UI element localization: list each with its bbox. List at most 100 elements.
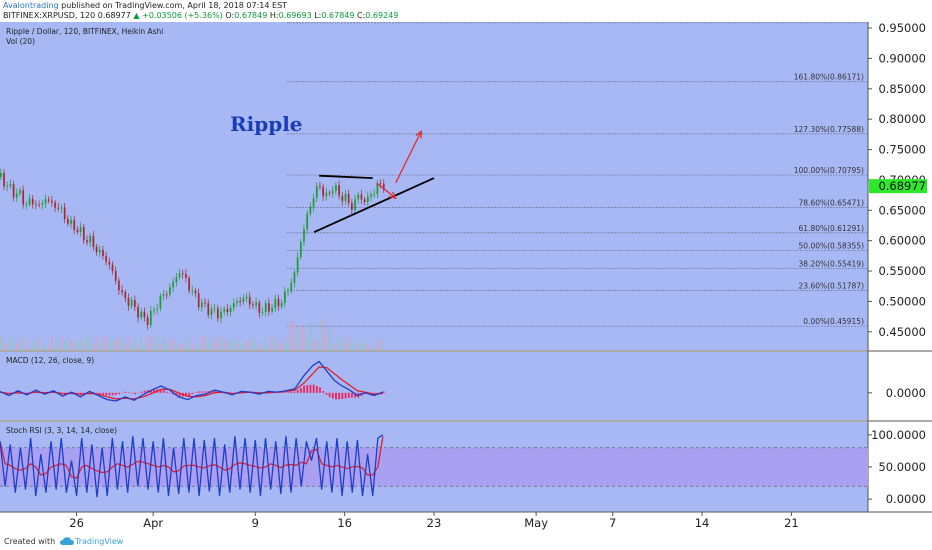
candle-body bbox=[82, 227, 85, 241]
candle-body bbox=[194, 290, 197, 294]
volume-bar bbox=[299, 324, 302, 350]
candle-body bbox=[210, 308, 213, 315]
volume-bar bbox=[204, 335, 206, 350]
candle-body bbox=[25, 204, 28, 206]
arrow-down-head bbox=[388, 191, 397, 200]
macd-tick-label: 0.0000 bbox=[886, 386, 926, 400]
macd-legend: MACD (12, 26, close, 9) bbox=[6, 356, 94, 365]
resistance-trendline[interactable] bbox=[319, 174, 373, 180]
volume-bar bbox=[277, 344, 279, 350]
candle-body bbox=[114, 271, 117, 281]
volume-bar bbox=[191, 340, 193, 350]
candle-body bbox=[229, 307, 232, 313]
low-label: L: bbox=[311, 11, 322, 20]
high-label: H: bbox=[267, 11, 279, 20]
volume-bar bbox=[271, 335, 273, 350]
volume-bar bbox=[89, 335, 91, 350]
histogram-bar bbox=[303, 385, 305, 393]
volume-bar bbox=[331, 343, 334, 350]
arrow-down[interactable] bbox=[376, 182, 397, 200]
volume-bar bbox=[347, 336, 350, 350]
volume-bar bbox=[47, 345, 50, 350]
candle-body bbox=[338, 185, 340, 196]
candle-body bbox=[111, 264, 114, 272]
histogram-bar bbox=[325, 392, 328, 395]
candle-body bbox=[73, 219, 76, 230]
histogram-bar bbox=[146, 390, 149, 393]
candle-body bbox=[121, 290, 123, 293]
histogram-bar bbox=[207, 391, 210, 393]
volume-bar bbox=[379, 339, 382, 350]
histogram-bar bbox=[280, 392, 283, 394]
close-label: C: bbox=[354, 11, 366, 20]
volume-bar bbox=[197, 343, 200, 350]
candle-body bbox=[258, 302, 261, 313]
created-with-label: Created with bbox=[4, 537, 56, 546]
current-price-tag bbox=[869, 179, 927, 194]
volume-bar bbox=[239, 340, 241, 350]
volume-bar bbox=[19, 341, 21, 350]
fib-level-label: 50.00%(0.58355) bbox=[799, 242, 865, 251]
volume-bar bbox=[344, 340, 346, 350]
candle-body bbox=[19, 190, 21, 194]
current-price-label: 0.68977 bbox=[878, 179, 926, 193]
candle-body bbox=[95, 246, 98, 253]
candle-body bbox=[54, 202, 56, 208]
histogram-bar bbox=[284, 392, 286, 393]
histogram-bar bbox=[290, 391, 293, 393]
volume-bar bbox=[360, 343, 362, 350]
histogram-bar bbox=[299, 387, 302, 393]
histogram-bar bbox=[162, 390, 165, 393]
volume-bar bbox=[25, 339, 27, 350]
volume-bar bbox=[312, 340, 315, 350]
histogram-bar bbox=[175, 392, 178, 396]
histogram-bar bbox=[331, 392, 334, 399]
volume-bar bbox=[172, 338, 174, 350]
histogram-bar bbox=[373, 392, 376, 395]
price-tick-label: 0.45000 bbox=[878, 325, 926, 339]
candle-body bbox=[366, 196, 369, 202]
tradingview-brand[interactable]: TradingView bbox=[75, 537, 124, 546]
author-link[interactable]: Avalontrading bbox=[3, 1, 59, 10]
candle-body bbox=[130, 299, 133, 306]
chart-area[interactable]: 200.00%(0.95870) 161.80%(0.86171) 127.30%(… bbox=[0, 22, 932, 534]
histogram-bar bbox=[296, 390, 299, 393]
candle-body bbox=[223, 309, 226, 312]
candle-body bbox=[169, 287, 171, 295]
candle-body bbox=[299, 241, 302, 258]
histogram-bar bbox=[159, 389, 162, 393]
candle-body bbox=[236, 301, 238, 304]
candle-body bbox=[373, 193, 376, 195]
price-tick-label: 0.90000 bbox=[878, 51, 926, 65]
arrow-up[interactable] bbox=[395, 129, 422, 184]
fib-level-label: 100.00%(0.70795) bbox=[794, 166, 864, 175]
volume-bar bbox=[258, 342, 260, 350]
support-trendline[interactable] bbox=[313, 177, 435, 233]
histogram-bar bbox=[319, 387, 321, 393]
volume-bar bbox=[303, 326, 305, 350]
candle-body bbox=[70, 219, 72, 224]
candle-body bbox=[41, 203, 44, 205]
candle-body bbox=[363, 199, 366, 202]
histogram-bar bbox=[172, 392, 175, 395]
candle-body bbox=[296, 257, 299, 273]
histogram-bar bbox=[351, 392, 353, 398]
volume-bar bbox=[188, 346, 190, 350]
volume-bar bbox=[284, 344, 286, 350]
volume-bar bbox=[146, 337, 149, 350]
candle-body bbox=[105, 256, 108, 262]
volume-bar bbox=[124, 345, 126, 350]
main-legend: Ripple / Dollar, 120, BITFINEX, Heikin A… bbox=[6, 27, 163, 36]
volume-bar bbox=[341, 336, 343, 350]
candle-body bbox=[31, 198, 34, 205]
histogram-bar bbox=[194, 392, 197, 393]
chart-header: Avalontrading published on TradingView.c… bbox=[0, 0, 932, 23]
histogram-bar bbox=[338, 392, 341, 400]
volume-bar bbox=[181, 342, 184, 350]
volume-bar bbox=[130, 345, 133, 350]
fib-level-label: 127.30%(0.77588) bbox=[794, 125, 864, 134]
candle-body bbox=[89, 235, 92, 243]
candle-body bbox=[188, 277, 190, 291]
candle-body bbox=[44, 199, 47, 204]
histogram-bar bbox=[153, 389, 155, 393]
